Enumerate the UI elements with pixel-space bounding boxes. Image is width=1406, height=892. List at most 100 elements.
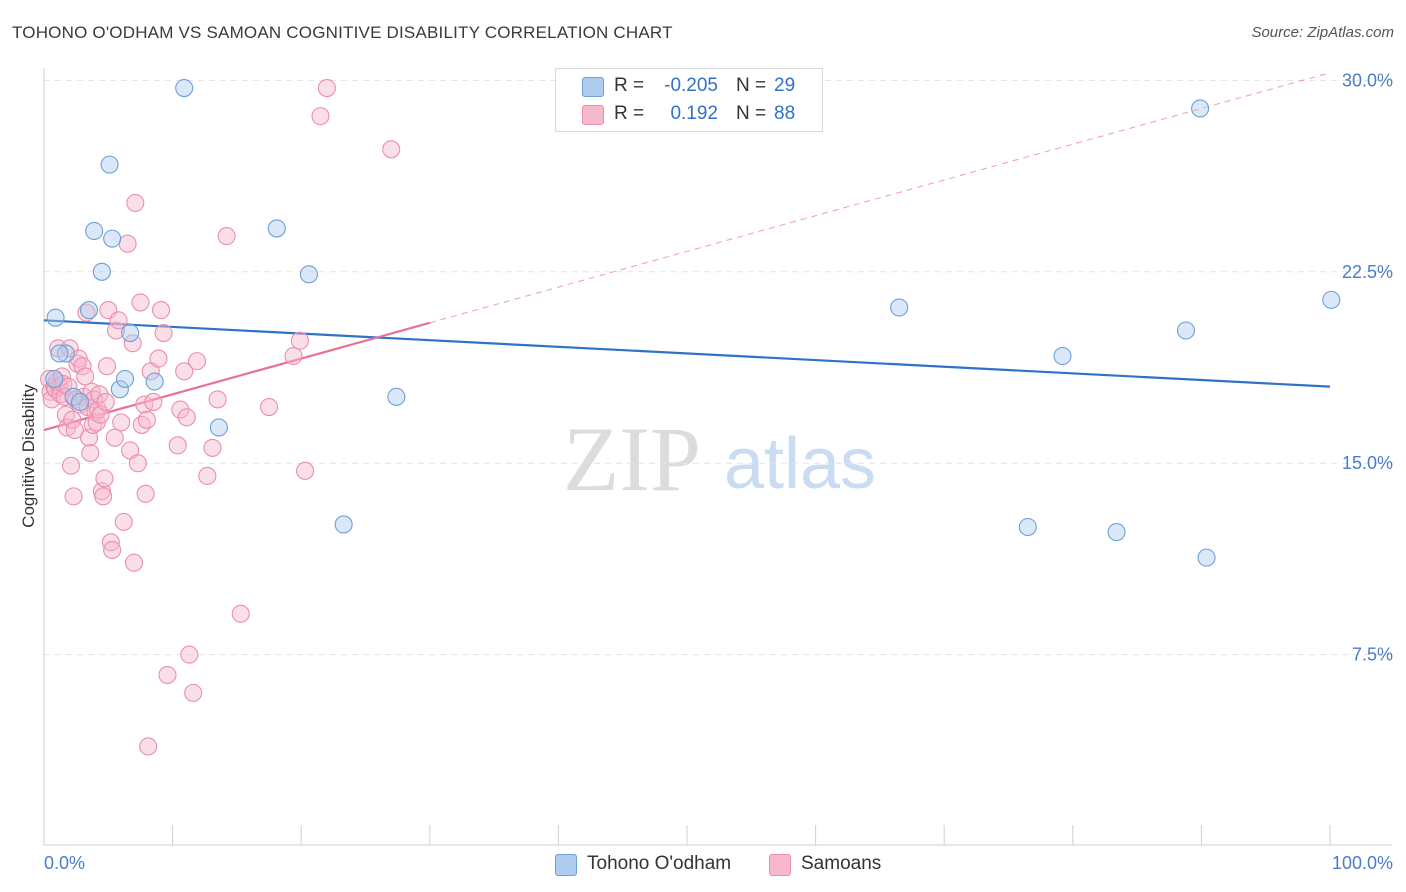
- axis-labels: Cognitive Disability 7.5% 15.0% 22.5% 30.0%…: [19, 70, 1393, 873]
- data-points: [40, 79, 1341, 756]
- samoan-point: [95, 469, 114, 488]
- n-label: N =: [736, 103, 767, 124]
- watermark: ZIP atlas: [563, 408, 876, 510]
- legend-swatch-pink: [769, 854, 791, 876]
- tohono-point: [50, 344, 69, 363]
- tohono-point: [103, 229, 122, 248]
- samoan-point: [128, 454, 147, 473]
- legend-swatch-blue: [555, 854, 577, 876]
- tohono-point: [1053, 346, 1072, 366]
- tohono-trend-line: [43, 319, 1331, 388]
- samoan-point: [97, 357, 117, 376]
- tohono-point: [299, 265, 318, 284]
- r-value: 0.192: [670, 103, 718, 124]
- n-value: 29: [774, 75, 796, 96]
- samoan-point: [177, 408, 196, 427]
- y-tick-label: 22.5%: [1342, 262, 1393, 282]
- samoan-point: [109, 311, 128, 330]
- legend-label: Tohono O'odham: [587, 853, 732, 874]
- tohono-point: [121, 323, 140, 343]
- samoan-point: [76, 367, 95, 386]
- samoan-point: [158, 665, 177, 685]
- samoan-point: [73, 357, 92, 376]
- samoan-point: [203, 438, 222, 457]
- samoan-point: [114, 512, 133, 531]
- tohono-point: [110, 380, 129, 399]
- samoan-point: [88, 400, 108, 419]
- tohono-point: [334, 515, 353, 534]
- samoan-point: [171, 400, 190, 419]
- tohono-point: [1107, 523, 1126, 542]
- samoan-point: [96, 392, 115, 412]
- samoan-point: [126, 193, 145, 212]
- samoan-point: [175, 362, 194, 381]
- n-label: N =: [736, 75, 767, 96]
- samoan-point: [149, 349, 168, 368]
- tohono-point: [890, 298, 909, 317]
- stats-legend: R = -0.205 N = 29 R = 0.192 N = 88: [555, 68, 823, 132]
- samoan-point: [382, 140, 401, 159]
- samoan-point: [90, 385, 109, 404]
- samoan-point: [296, 461, 315, 480]
- samoan-point: [101, 533, 120, 552]
- y-tick-label: 15.0%: [1342, 453, 1393, 473]
- samoan-point: [61, 456, 81, 475]
- samoan-point: [259, 398, 279, 417]
- samoan-point: [290, 331, 309, 350]
- tohono-point: [115, 369, 135, 389]
- legend-swatch-pink: [582, 105, 604, 125]
- chart-title: TOHONO O'ODHAM VS SAMOAN COGNITIVE DISAB…: [12, 23, 673, 42]
- tohono-point: [1197, 548, 1216, 567]
- samoan-point: [154, 323, 173, 343]
- tohono-point: [175, 79, 194, 98]
- samoan-point: [208, 390, 227, 409]
- tohono-point: [45, 369, 64, 389]
- samoan-point: [198, 466, 217, 486]
- r-label: R =: [614, 75, 645, 96]
- samoan-point: [187, 352, 207, 371]
- legend-label: Samoans: [801, 853, 882, 874]
- x-tick-label: 0.0%: [44, 853, 85, 873]
- tohono-point: [145, 372, 164, 391]
- samoan-point: [94, 487, 113, 506]
- samoan-point: [317, 79, 336, 98]
- watermark-atlas: atlas: [724, 424, 876, 504]
- samoan-point: [151, 301, 171, 320]
- r-value: -0.205: [664, 75, 718, 96]
- axes: [43, 68, 1392, 846]
- samoan-point: [64, 487, 83, 506]
- n-value: 88: [774, 103, 796, 124]
- gridlines: [44, 79, 1392, 656]
- samoan-point: [217, 227, 236, 246]
- y-tick-label: 7.5%: [1352, 645, 1393, 665]
- samoan-point: [63, 410, 82, 429]
- tohono-point: [100, 155, 119, 174]
- samoan-point: [112, 413, 131, 432]
- samoan-point: [311, 107, 330, 126]
- samoan-point: [118, 234, 137, 253]
- samoan-point: [131, 293, 150, 312]
- tohono-point: [1176, 321, 1196, 340]
- samoan-point: [136, 484, 155, 503]
- samoan-point: [65, 420, 84, 440]
- tohono-point: [79, 301, 99, 320]
- r-label: R =: [614, 103, 645, 124]
- tohono-point: [387, 387, 406, 406]
- tohono-point: [46, 308, 65, 327]
- tohono-point: [70, 392, 90, 412]
- samoan-trend-extension: [429, 72, 1331, 324]
- samoan-point: [284, 346, 303, 366]
- source-credit: Source: ZipAtlas.com: [1251, 24, 1394, 41]
- tohono-point: [267, 219, 286, 238]
- samoan-point: [137, 410, 156, 429]
- samoan-point: [105, 428, 124, 447]
- legend-row-tohono: R = -0.205 N = 29: [556, 73, 822, 101]
- samoan-point: [144, 392, 163, 412]
- samoan-point: [106, 321, 126, 340]
- samoan-point: [184, 683, 203, 702]
- legend-row-samoans: R = 0.192 N = 88: [556, 101, 822, 129]
- tohono-point: [1018, 517, 1037, 537]
- samoan-point: [77, 303, 96, 322]
- samoan-point: [124, 553, 144, 572]
